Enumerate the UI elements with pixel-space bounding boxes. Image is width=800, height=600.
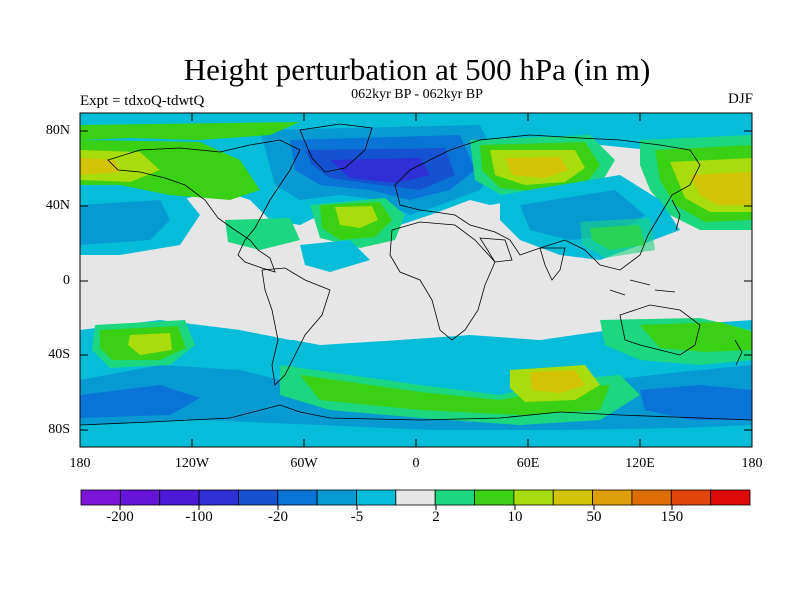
coastlines [80,123,752,426]
colorbar-label: -200 [106,509,134,525]
lat-tick-label: 40N [45,198,70,213]
coastline-antarctica [80,404,752,426]
coastline-australia [619,304,701,356]
coastline-greenland [299,123,373,173]
colorbar-box [670,489,712,506]
coastline-north-america [107,139,301,273]
contour-spac-high-core [128,333,172,355]
coastline-south-america [261,267,331,386]
chart-subtitle: 062kyr BP - 062kyr BP [351,87,483,102]
colorbar-box [434,489,475,506]
contour-so-green2 [300,375,610,415]
contour-matl-high-core [335,206,378,228]
coastline-japan [671,199,681,231]
lat-tick-label: 80S [48,422,70,437]
coastline-eurasia [394,134,701,271]
colorbar-label: -5 [350,509,364,525]
colorbar-box [80,489,121,506]
colorbar-box [356,489,397,506]
coastline-se-asia-islands [609,279,676,296]
colorbar-box [552,489,593,506]
contour-sh-gap2 [470,300,610,340]
experiment-label: Expt = tdxoQ-tdwtQ [80,93,205,109]
map-plot [80,113,752,447]
season-label: DJF [727,91,753,107]
colorbar-box [592,489,633,506]
lon-tick-label: 60E [516,456,540,471]
contour-aus-green [640,322,752,352]
lat-tick-label: 0 [63,273,70,288]
lon-tick-label: 180 [741,456,763,471]
lon-tick-label: 120E [625,456,655,471]
colorbar-box [513,489,554,506]
lon-tick-label: 120W [174,456,210,471]
colorbar-label: 150 [660,509,684,525]
coastline-new-zealand [734,339,743,366]
lon-tick-label: 60W [290,456,318,471]
lon-tick-label: 0 [412,456,420,471]
contour-so-low-aus [640,385,752,420]
contour-fills [80,113,752,447]
contour-npac-low-blue [80,200,170,245]
contour-sh-polar-cyan [80,420,752,447]
colorbar-box [316,489,357,506]
contour-sio-high-core [530,370,585,393]
colorbar-label: 10 [507,509,523,525]
colorbar-box [710,489,751,506]
contour-nw-green-yg [80,150,160,182]
colorbar [80,489,751,506]
coastline-arabia [479,237,513,263]
colorbar-label: 2 [432,509,440,525]
coastline-india [539,247,566,281]
colorbar-box [159,489,200,506]
colorbar-box [474,489,515,506]
colorbar-label: 50 [586,509,602,525]
contour-arctic-green [80,122,300,140]
colorbar-box [395,489,436,506]
colorbar-box [238,489,279,506]
contour-china-green-outer [580,218,655,258]
contour-siberia-high-core [505,157,568,178]
axis-ticks [80,113,752,447]
colorbar-box [277,489,318,506]
contour-so-low-pac [80,385,200,418]
colorbar-box [119,489,161,506]
colorbar-box [631,489,672,506]
contour-sh-gap1 [240,290,420,340]
lon-tick-label: 180 [69,456,91,471]
colorbar-ticks [119,505,673,510]
contour-subtropic-cyan [300,240,370,272]
colorbar-label: -20 [268,509,288,525]
contour-npac-high-core [690,172,752,205]
colorbar-label: -100 [185,509,213,525]
colorbar-box [198,489,239,506]
chart-title: Height perturbation at 500 hPa (in m) [183,52,651,87]
lat-tick-label: 80N [45,123,70,138]
lat-tick-label: 40S [48,347,70,362]
coastline-africa [389,221,496,341]
contour-atlantic-low-deep [330,158,430,183]
